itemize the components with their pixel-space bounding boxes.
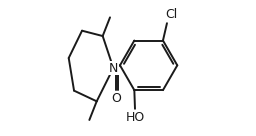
Text: HO: HO	[125, 111, 145, 124]
Text: Cl: Cl	[165, 8, 177, 21]
Text: O: O	[111, 92, 121, 105]
Text: N: N	[109, 61, 118, 75]
